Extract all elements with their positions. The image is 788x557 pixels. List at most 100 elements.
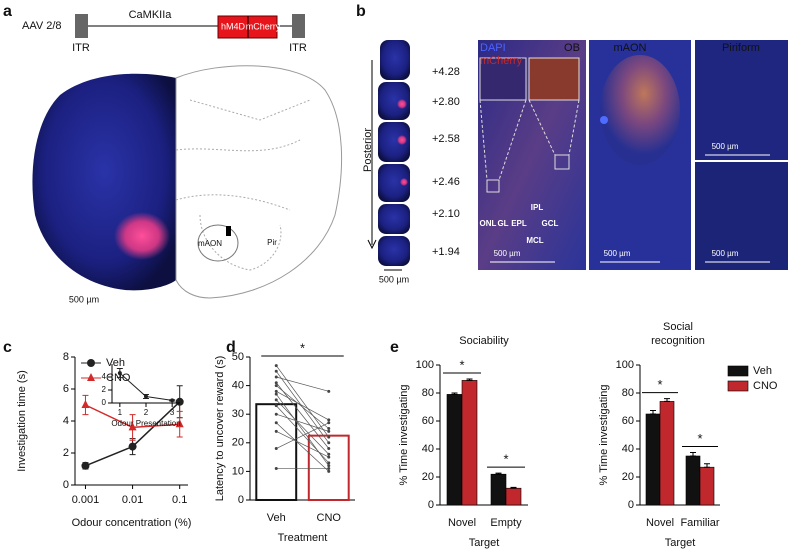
roi-connector (479, 99, 580, 181)
y-tick-label: 2 (63, 447, 69, 459)
scale-bar-label: 500 µm (379, 274, 409, 284)
legend-label: Veh (753, 365, 772, 377)
bar (659, 401, 675, 506)
x-tick-label: 3 (170, 408, 175, 417)
y-tick-label: 50 (232, 351, 244, 363)
x-axis-label: Odour concentration (%) (72, 517, 192, 529)
marker (175, 419, 184, 428)
legend-label: Veh (106, 357, 125, 369)
paired-point (327, 461, 331, 465)
marker (128, 442, 137, 451)
cell-spot (600, 116, 608, 124)
x-axis-label: Target (665, 537, 696, 549)
itr-box (75, 14, 88, 38)
y-tick-label: 4 (102, 372, 107, 381)
x-tick-label: 0.01 (122, 494, 143, 506)
section-image (378, 164, 410, 202)
section-image (380, 40, 410, 80)
y-tick-label: 0 (102, 398, 107, 407)
paired-point (327, 447, 331, 451)
section-image (378, 122, 410, 162)
layer-label: GCL (542, 219, 559, 228)
x-tick-label: CNO (317, 512, 342, 524)
paired-point (274, 467, 278, 471)
bar (446, 394, 463, 506)
atlas-boundaries (175, 99, 311, 271)
x-axis-label: Treatment (278, 532, 328, 544)
significance-label: * (503, 452, 508, 467)
y-tick-label: 60 (622, 415, 634, 427)
significance-label: * (300, 340, 305, 355)
atlas-outline (175, 65, 343, 299)
paired-point (327, 389, 331, 393)
coordinate-label: +1.94 (432, 246, 460, 258)
ob-inset-image (479, 57, 527, 101)
expression-spot (400, 178, 408, 186)
paired-point (274, 429, 278, 433)
paired-point (274, 369, 278, 373)
coordinate-label: +2.46 (432, 176, 460, 188)
error-bar (664, 398, 670, 402)
itr-label: ITR (72, 42, 90, 54)
paired-line (275, 405, 330, 464)
itr-label: ITR (289, 42, 307, 54)
paired-point (274, 398, 278, 402)
marker (87, 373, 95, 381)
error-bar (466, 378, 473, 381)
x-tick-label: Familiar (680, 517, 719, 529)
itr-box (292, 14, 305, 38)
paired-point (327, 421, 331, 425)
paired-line (276, 413, 329, 432)
scale-bar-label: 500 µm (712, 249, 739, 258)
paired-line (275, 382, 330, 449)
paired-line (275, 399, 330, 455)
bar (461, 380, 478, 506)
y-tick-label: 6 (63, 383, 69, 395)
x-tick-label: 0.001 (72, 494, 100, 506)
significance-label: * (697, 431, 702, 446)
atlas-marker (226, 226, 231, 236)
error-bar (510, 486, 517, 489)
bar (699, 466, 715, 506)
paired-line (275, 365, 330, 438)
axis-label: Posterior (362, 128, 374, 172)
chart-title: Sociability (459, 335, 509, 347)
paired-point (274, 412, 278, 416)
paired-point (327, 427, 331, 430)
promoter-label: CaMKIIa (129, 9, 173, 21)
y-axis-label: % Time investigating (398, 385, 410, 486)
coordinate-label: +2.80 (432, 96, 460, 108)
atlas-region (197, 224, 239, 262)
paired-line (276, 376, 329, 392)
bar (645, 413, 661, 506)
paired-line (276, 431, 329, 458)
channel-label: DAPI (480, 42, 506, 54)
piriform-image (695, 162, 788, 270)
coordinate-label: +2.58 (432, 133, 460, 145)
paired-point (327, 418, 331, 422)
x-tick-label: Empty (490, 517, 522, 529)
section-stack (378, 40, 410, 266)
error-bar (704, 463, 710, 468)
image-title: OB (564, 42, 580, 54)
paired-point (327, 429, 331, 433)
y-tick-label: 20 (622, 471, 634, 483)
section-image (378, 82, 410, 120)
y-tick-label: 80 (422, 387, 434, 399)
y-tick-label: 60 (422, 415, 434, 427)
x-tick-label: 2 (144, 408, 149, 417)
coordinate-label: +2.10 (432, 208, 460, 220)
x-axis-label: Odour Presentation (111, 419, 180, 428)
layer-label: GL (497, 219, 508, 228)
paired-point (274, 392, 278, 396)
x-tick-label: 1 (118, 408, 123, 417)
significance-label: * (459, 357, 464, 372)
marker (87, 359, 95, 367)
image-title: mAON (614, 42, 647, 54)
paired-line (276, 422, 329, 449)
paired-line (276, 385, 329, 429)
legend-label: CNO (753, 380, 778, 392)
paired-point (327, 455, 331, 459)
piriform-image (695, 40, 788, 160)
layer-label: MCL (526, 236, 543, 245)
